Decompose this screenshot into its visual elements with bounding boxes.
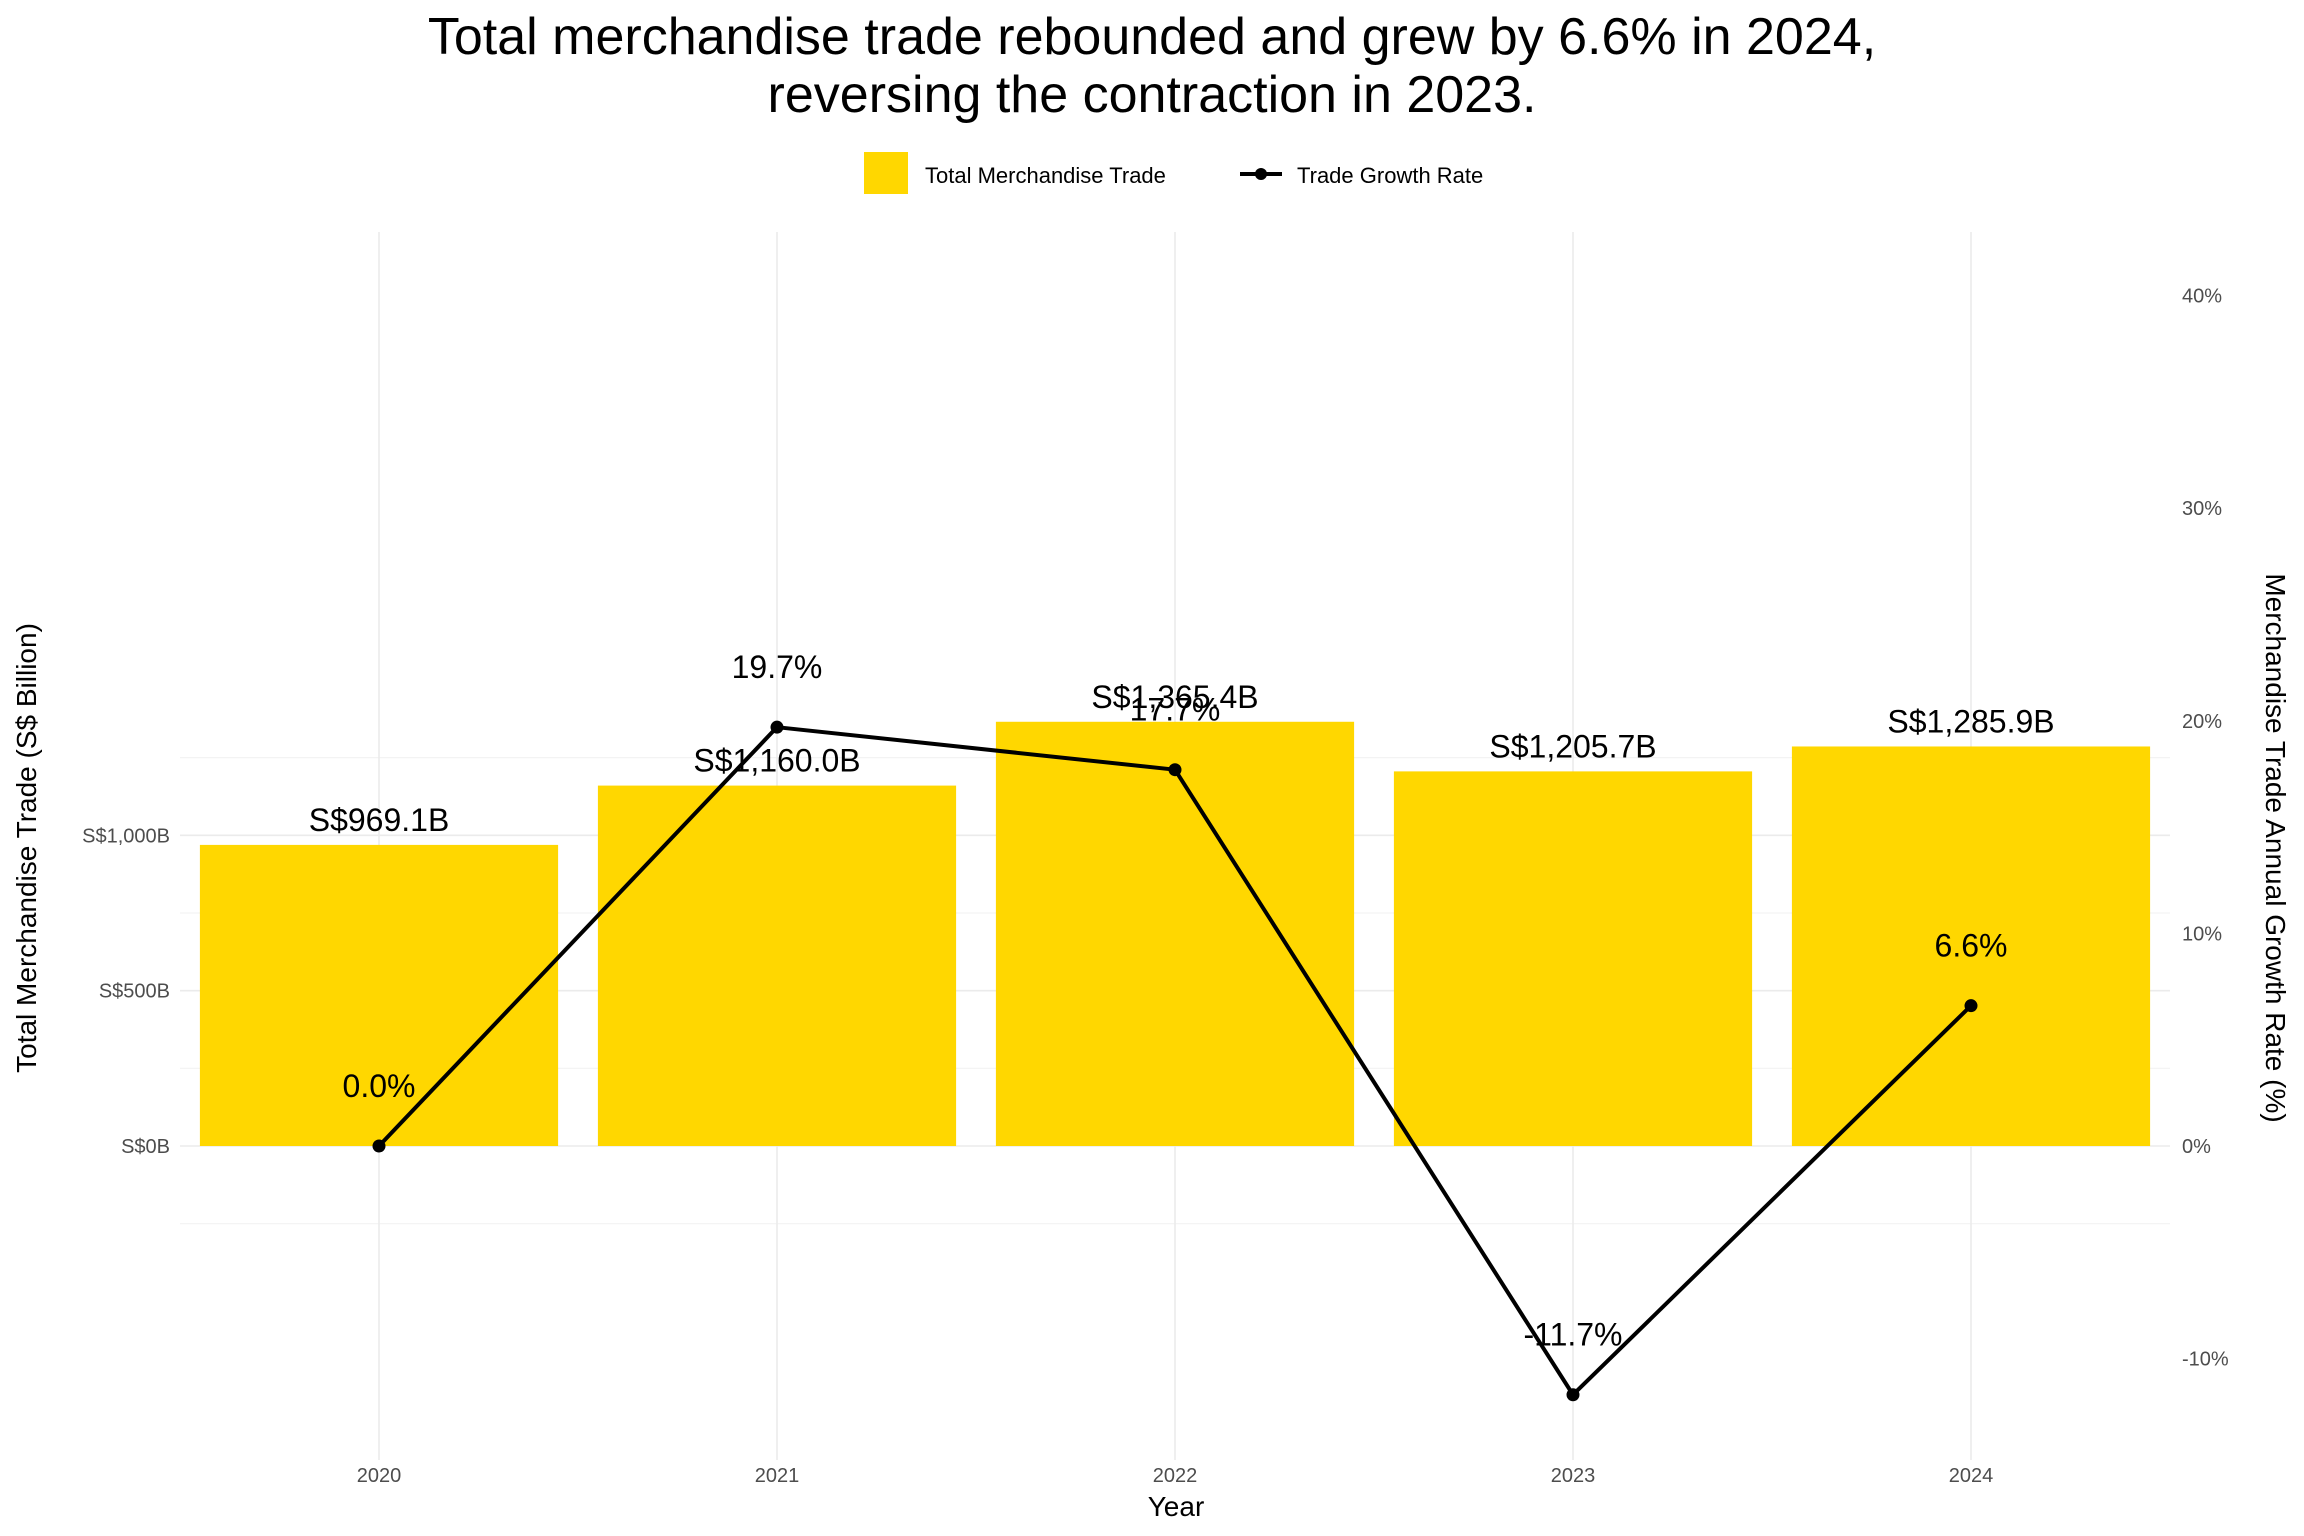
x-tick-label: 2024 bbox=[1949, 1465, 1994, 1487]
legend-bar-label: Total Merchandise Trade bbox=[925, 163, 1166, 188]
x-tick-label: 2020 bbox=[357, 1465, 402, 1487]
bar-label-2021: S$1,160.0B bbox=[693, 743, 860, 779]
x-tick-label: 2021 bbox=[755, 1465, 800, 1487]
bar-label-2020: S$969.1B bbox=[309, 802, 450, 838]
growth-point-2023 bbox=[1566, 1388, 1580, 1402]
x-tick-label: 2023 bbox=[1551, 1465, 1596, 1487]
y-right-tick-label: 40% bbox=[2182, 286, 2222, 308]
growth-label-2024: 6.6% bbox=[1935, 928, 2008, 964]
y-right-tick-label: 10% bbox=[2182, 923, 2222, 945]
growth-point-2022 bbox=[1168, 763, 1182, 777]
y-left-ticks: S$0B S$500B S$1,000B bbox=[82, 825, 170, 1158]
legend-line-marker bbox=[1255, 168, 1267, 180]
bar-2024 bbox=[1791, 746, 2151, 1146]
growth-point-2021 bbox=[770, 720, 784, 734]
y-axis-right-title: Merchandise Trade Annual Growth Rate (%) bbox=[2260, 573, 2291, 1122]
growth-line bbox=[372, 720, 1978, 1402]
y-right-tick-label: 20% bbox=[2182, 711, 2222, 733]
y-right-tick-label: -10% bbox=[2182, 1349, 2229, 1371]
bars bbox=[199, 721, 2151, 1146]
growth-label-2021: 19.7% bbox=[732, 649, 823, 685]
x-ticks: 2020 2021 2022 2023 2024 bbox=[357, 1465, 1994, 1487]
y-axis-left-title: Total Merchandise Trade (S$ Billion) bbox=[11, 623, 42, 1073]
bar-labels: S$969.1B S$1,160.0B S$1,365.4B S$1,205.7B S$… bbox=[309, 679, 2055, 838]
bar-2023 bbox=[1393, 771, 1753, 1146]
y-right-ticks: -10% 0% 10% 20% 30% 40% bbox=[2182, 286, 2229, 1371]
growth-label-2020: 0.0% bbox=[343, 1068, 416, 1104]
chart-title: Total merchandise trade rebounded and gr… bbox=[428, 8, 1876, 124]
bar-2020 bbox=[199, 844, 559, 1146]
legend-bar-swatch bbox=[864, 152, 908, 194]
bar-label-2024: S$1,285.9B bbox=[1887, 703, 2054, 739]
x-axis-title: Year bbox=[1148, 1491, 1205, 1522]
legend-line-label: Trade Growth Rate bbox=[1297, 163, 1483, 188]
bar-label-2023: S$1,205.7B bbox=[1489, 728, 1656, 764]
legend: Total Merchandise Trade Trade Growth Rat… bbox=[864, 152, 1483, 194]
y-right-tick-label: 0% bbox=[2182, 1136, 2211, 1158]
chart-title-line-2: reversing the contraction in 2023. bbox=[768, 66, 1537, 124]
bar-label-2022: S$1,365.4B bbox=[1091, 679, 1258, 715]
growth-point-2020 bbox=[372, 1139, 386, 1153]
chart-title-line-1: Total merchandise trade rebounded and gr… bbox=[428, 8, 1876, 66]
bar-2022 bbox=[995, 721, 1355, 1146]
x-tick-label: 2022 bbox=[1153, 1465, 1198, 1487]
y-left-tick-label: S$500B bbox=[99, 981, 170, 1003]
growth-label-2023: -11.7% bbox=[1523, 1317, 1622, 1353]
growth-label-2022: 17.7% bbox=[1130, 692, 1221, 728]
y-right-tick-label: 30% bbox=[2182, 498, 2222, 520]
growth-labels: 0.0% 19.7% 17.7% -11.7% 6.6% bbox=[343, 649, 2008, 1353]
growth-point-2024 bbox=[1964, 999, 1978, 1013]
y-left-tick-label: S$1,000B bbox=[82, 825, 170, 847]
bar-2021 bbox=[597, 785, 957, 1146]
y-left-tick-label: S$0B bbox=[121, 1136, 170, 1158]
